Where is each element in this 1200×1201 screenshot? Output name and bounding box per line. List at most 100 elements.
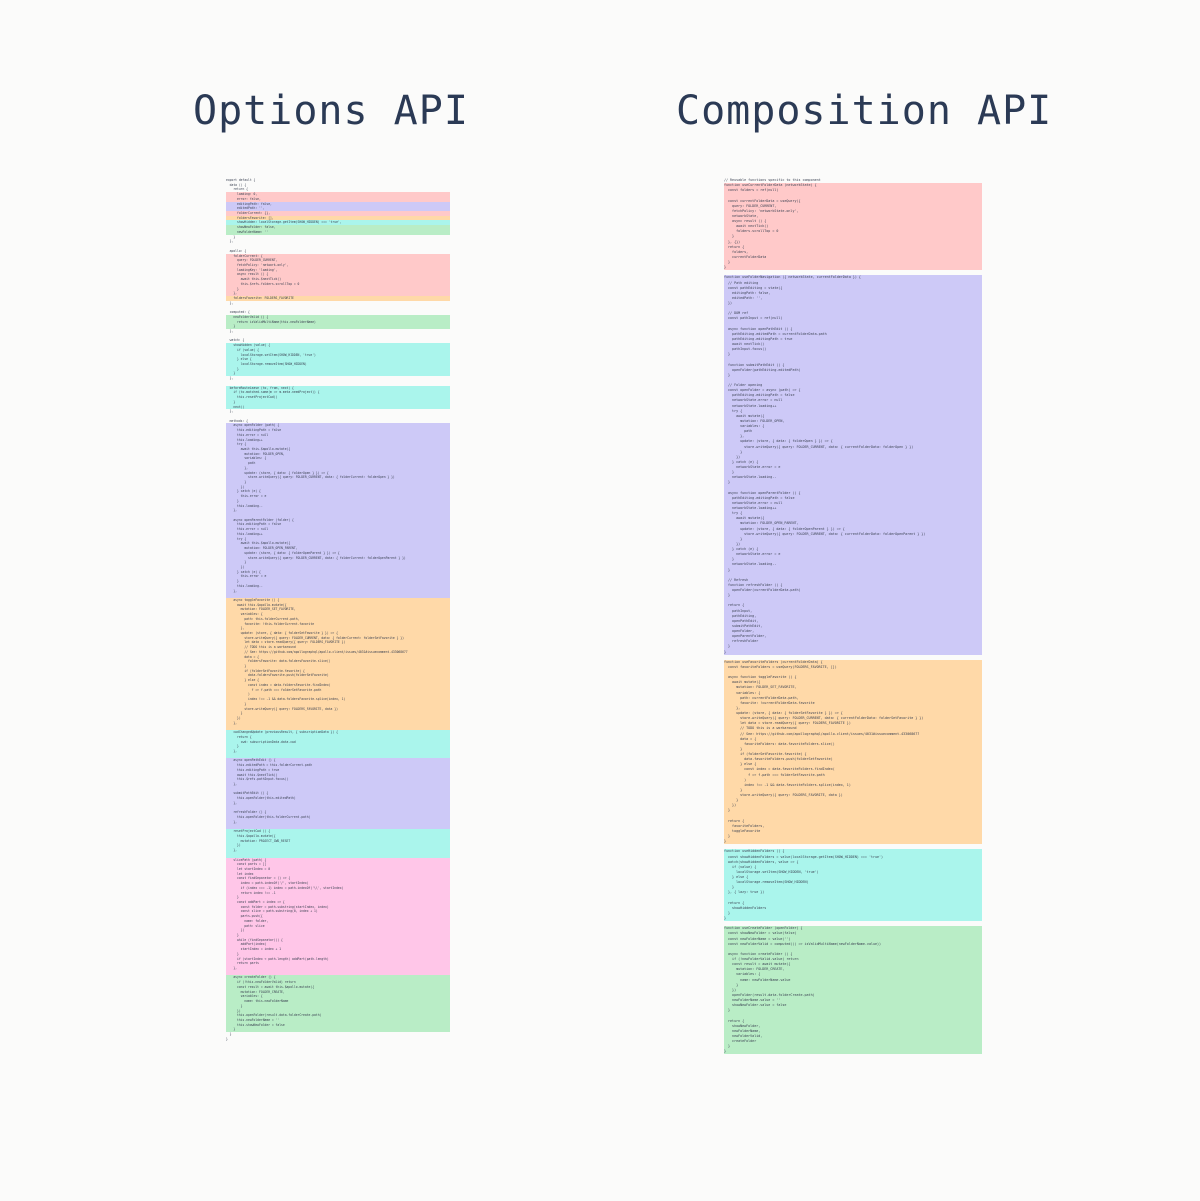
code-line: store.writeQuery({ query: FOLDER_CURRENT… (226, 635, 450, 641)
code-line: toggleFavorite (724, 828, 982, 834)
options_api-block-data-return-properties: loading: 0, error: false, editingPath: f… (226, 192, 450, 235)
code-line (724, 813, 982, 819)
code-line: pathInput.focus() (724, 347, 982, 353)
code-line: this.error = e (226, 574, 450, 580)
options_api-block-export-default-open: export default { data () { return { (226, 178, 450, 192)
code-line: networkState.error = e (724, 552, 982, 558)
code-line: } (226, 744, 450, 749)
code-line: } (724, 644, 982, 650)
code-line: return { (724, 818, 982, 824)
code-line: } catch (e) { (724, 547, 982, 553)
code-line: } (724, 1008, 982, 1014)
options_api-block-watch-option: watch: { showHidden (value) { if (value)… (226, 338, 450, 385)
code-line: function useFavoriteFolders (currentFold… (724, 659, 982, 665)
code-line: } (724, 234, 982, 240)
code-line: fetchPolicy: 'networkState-only', (724, 208, 982, 214)
options_api-block-methods-open-folder: methods: { async openFolder (path) { thi… (226, 419, 450, 518)
code-line: resetProjectCwd () { (226, 829, 450, 834)
code-line: store.writeQuery({ query: FOLDER_CURRENT… (226, 555, 450, 561)
code-line: } (724, 910, 982, 916)
code-line: } (724, 746, 982, 752)
composition_api-code-use-favorite-folders: function useFavoriteFolders (currentFold… (724, 659, 982, 850)
code-line: async function openPathEdit () { (724, 326, 982, 332)
code-line: mutation: PROJECT_CWD_RESET (226, 838, 450, 844)
code-line: mutation: FOLDER_OPEN_PARENT, (226, 546, 450, 551)
code-line: name: this.newFolderName (226, 999, 450, 1004)
code-line: mutation: FOLDER_OPEN, (226, 451, 450, 457)
code-line: folderCurrent: { (226, 253, 450, 259)
code-line: async toggleFavorite () { (226, 597, 450, 603)
code-line: return parts (226, 961, 450, 967)
code-line: } (724, 839, 982, 845)
code-line: } (226, 560, 450, 565)
code-line (724, 357, 982, 363)
code-line: } else { (226, 357, 450, 363)
code-line: this.editingPath = false (226, 522, 450, 528)
code-line: } (226, 1027, 450, 1033)
code-line: if (!newFolderValid.value) return (724, 957, 982, 963)
code-line: favorite: !this.folderCurrent.favorite (226, 621, 450, 627)
code-line: }, (226, 329, 234, 333)
code-line: // Refresh (724, 577, 982, 583)
code-line: query: FOLDER_CURRENT, (724, 203, 982, 209)
options_api-code-methods-toggle-favorite: async toggleFavorite () { await this.$ap… (226, 597, 450, 731)
code-line: data = { (226, 654, 450, 660)
composition_api-code-use-hidden-folders: function useHiddenFolders () { const sho… (724, 849, 982, 926)
code-line: }, { lazy: true }) (724, 890, 982, 896)
code-line: pathEditing.editingPath = true (724, 336, 982, 342)
code-line: }, (226, 291, 450, 296)
code-line: variables: { (226, 994, 450, 1000)
composition_api-block-comment-reusable-functions: // Reusable functions specific to this c… (724, 178, 982, 183)
code-line: }, (226, 626, 450, 631)
composition-api-heading: Composition API (676, 88, 1053, 134)
code-line: }) (724, 987, 982, 993)
code-line (226, 725, 450, 731)
options_api-code-methods-on-changed-update: cwdChangedUpdate (previousResult, { subs… (226, 730, 450, 759)
code-line: }, (724, 705, 982, 711)
options_api-code-apollo-option: apollo: { folderCurrent: { query: FOLDER… (226, 249, 450, 310)
composition_api-block-use-folder-navigation: function useFolderNavigation ({ networkS… (724, 275, 982, 659)
code-line: }) (724, 301, 982, 307)
code-line: } (226, 399, 450, 405)
options_api-block-methods-slice-path: slicePath (path) { const parts = [] let … (226, 857, 450, 976)
code-line: this.editingPath = true (226, 767, 450, 773)
code-line: newFolderName: '' (226, 229, 450, 235)
code-line: try { (724, 511, 982, 517)
code-line: if (index === -1) index = path.indexOf('… (226, 885, 450, 891)
code-line: f => f.path === folderSetFavorite.path (724, 772, 982, 778)
code-line: this.showNewFolder = false (226, 1022, 450, 1028)
code-line: const pathInput = ref(null) (724, 316, 982, 322)
code-line: } (226, 286, 450, 292)
options_api-block-methods-on-changed-update: cwdChangedUpdate (previousResult, { subs… (226, 730, 450, 759)
code-line: }) (226, 843, 450, 849)
code-line: } (724, 916, 982, 922)
code-line: localStorage.setItem(SHOW_HIDDEN, 'true'… (724, 869, 982, 875)
code-line: networkState.loading-- (724, 475, 982, 481)
code-line: } (724, 449, 982, 455)
code-line: } (724, 265, 982, 271)
code-line: networkState.error = null (724, 500, 982, 506)
code-line: openFolder, (724, 629, 982, 635)
code-line: } (226, 371, 450, 377)
code-line: if (!this.newFolderValid) return (226, 980, 450, 985)
code-line: localStorage.removeItem(SHOW_HIDDEN) (724, 880, 982, 886)
code-line: path (724, 429, 982, 435)
options_api-block-methods-reset-project-cwd: resetProjectCwd () { this.$apollo.mutate… (226, 829, 450, 858)
code-line: store.writeQuery({ query: FOLDER_CURRENT… (226, 475, 450, 480)
code-line: path (226, 461, 450, 466)
code-line: slicePath (path) { (226, 857, 450, 863)
code-line: } (226, 664, 450, 669)
code-line: }, (226, 465, 450, 471)
code-line: const slice = path.substring(0, index + … (226, 909, 450, 915)
code-line: mutation: FOLDER_OPEN, (724, 418, 982, 424)
code-line: f => f.path === folderSetFavorite.path (226, 687, 450, 693)
code-line: }) (226, 1008, 450, 1014)
code-line: return index !== -1 (226, 890, 450, 896)
code-line: }) (724, 541, 982, 547)
code-line: }, (226, 966, 450, 971)
options_api-code-computed-option: computed: { newFolderValid () { return i… (226, 310, 450, 338)
code-line: favoriteFolders: data.favoriteFolders.sl… (724, 741, 982, 747)
composition_api-code-use-folder-navigation: function useFolderNavigation ({ networkS… (724, 275, 982, 659)
code-line: const parts = [] (226, 862, 450, 867)
code-line: } (724, 1049, 982, 1055)
